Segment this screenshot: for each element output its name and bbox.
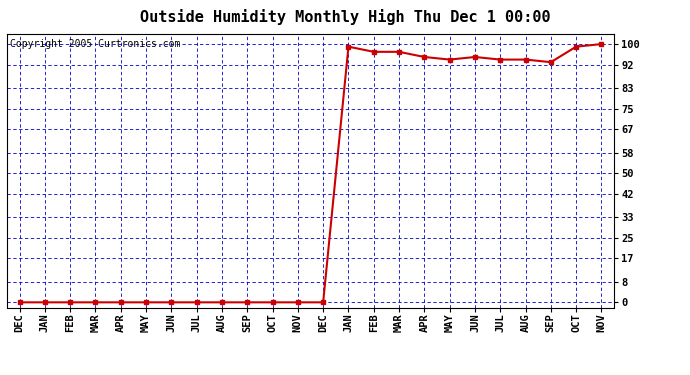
- Text: Copyright 2005 Curtronics.com: Copyright 2005 Curtronics.com: [10, 39, 180, 49]
- Text: Outside Humidity Monthly High Thu Dec 1 00:00: Outside Humidity Monthly High Thu Dec 1 …: [139, 9, 551, 26]
